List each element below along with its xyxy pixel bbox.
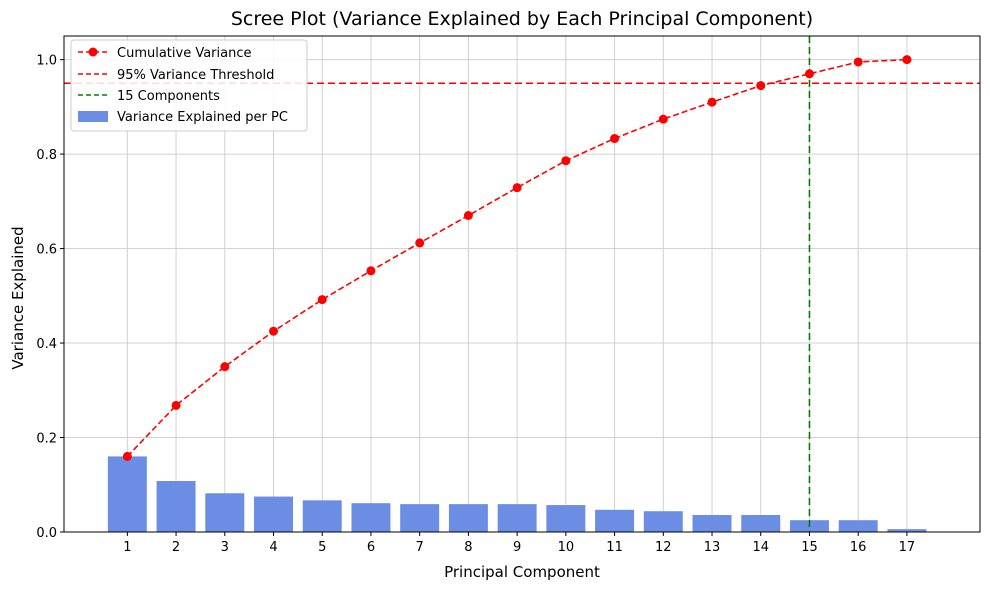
plot-frame [63,35,981,533]
cumulative-variance-point [122,451,132,461]
cumulative-variance-point [317,295,327,305]
x-tick-label: 6 [367,540,375,555]
legend: Cumulative Variance 95% Variance Thresho… [70,39,308,132]
x-tick-label: 10 [558,540,575,555]
variance-bar [107,456,147,532]
variance-bar [546,505,586,532]
variance-bar [302,500,342,532]
cumulative-variance-point [853,57,863,67]
cumulative-variance-point [707,97,717,107]
x-tick-label: 16 [850,540,867,555]
variance-bar [448,504,488,532]
variance-bar [351,503,391,532]
y-tick-label: 0.2 [36,432,57,447]
cumulative-variance-point [366,266,376,276]
y-tick-label: 1.0 [36,54,57,69]
variance-bar [400,504,440,532]
legend-label-components: 15 Components [117,89,220,104]
cumulative-variance-point [463,211,473,221]
x-tick-label: 13 [704,540,721,555]
cumulative-variance-point [512,183,522,193]
y-tick-label: 0.0 [36,526,57,541]
cumulative-variance-point [610,134,620,144]
cumulative-line-layer [122,55,912,461]
variance-bar [692,514,732,532]
variance-bar [595,509,635,532]
legend-label-cumulative-variance: Cumulative Variance [117,46,252,61]
cumulative-variance-line [126,58,907,457]
legend-box [70,39,308,132]
variance-bar [643,511,683,532]
cumulative-variance-point [804,69,814,79]
cumulative-variance-point [220,362,230,372]
x-tick-label: 11 [606,540,623,555]
reference-line-layer [64,36,980,532]
x-tick-label: 5 [318,540,326,555]
x-tick-label: 9 [513,540,521,555]
chart-title: Scree Plot (Variance Explained by Each P… [231,8,813,30]
variance-bar [838,520,878,532]
cumulative-variance-point [658,114,668,124]
variance-bar [205,493,245,532]
legend-label-variance-per-pc: Variance Explained per PC [117,110,288,125]
x-tick-label: 14 [752,540,769,555]
cumulative-variance-point [561,156,571,166]
y-tick-label: 0.8 [36,148,57,163]
cumulative-variance-point [171,400,181,410]
legend-swatch-variance-per-pc [78,111,108,122]
cumulative-variance-point [756,81,766,91]
x-tick-label: 12 [655,540,672,555]
legend-label-threshold: 95% Variance Threshold [117,68,274,83]
variance-bar [497,504,537,532]
legend-marker-cumulative-variance [88,47,98,57]
x-tick-label: 2 [172,540,180,555]
cumulative-variance-point [269,326,279,336]
x-tick-label: 17 [899,540,916,555]
tick-layer: 1 2 3 4 5 6 7 8 9 10 11 12 13 14 15 16 170.00.20.40.60.8… [36,54,915,555]
x-tick-label: 7 [416,540,424,555]
variance-bar [887,529,927,532]
cumulative-variance-point [415,238,425,248]
variance-bar [254,496,293,532]
y-tick-label: 0.6 [36,243,57,258]
x-axis-label: Principal Component [444,563,600,581]
variance-bar [156,480,196,532]
x-tick-label: 4 [269,540,277,555]
y-tick-label: 0.4 [36,337,57,352]
x-tick-label: 1 [123,540,131,555]
bar-layer [107,456,927,532]
variance-bar [741,514,781,532]
x-tick-label: 15 [801,540,818,555]
x-tick-label: 8 [464,540,472,555]
cumulative-variance-point [902,55,912,65]
y-axis-label: Variance Explained [9,226,27,369]
x-tick-label: 3 [221,540,229,555]
